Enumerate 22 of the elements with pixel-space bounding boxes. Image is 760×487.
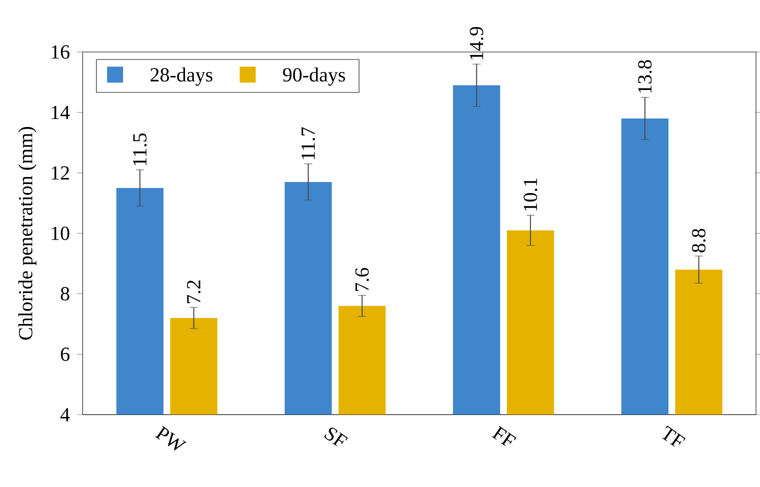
data-label: 7.2 — [187, 280, 201, 304]
data-label: 8.8 — [692, 228, 706, 252]
legend-label: 28-days — [150, 68, 212, 86]
data-label: 7.6 — [355, 268, 369, 292]
data-label: 13.8 — [638, 60, 652, 93]
y-tick-label: 16 — [52, 45, 70, 59]
x-tick-label: TF — [662, 426, 686, 447]
data-label: 11.5 — [133, 134, 147, 166]
data-label: 14.9 — [470, 27, 484, 60]
y-tick-label: 8 — [60, 287, 70, 301]
x-tick-label: PW — [155, 426, 186, 451]
data-label: 11.7 — [302, 127, 315, 160]
y-axis-title: Chloride penetration (mm) — [18, 127, 36, 340]
y-tick-label: 10 — [52, 226, 70, 240]
x-tick-label: SF — [324, 428, 348, 446]
y-tick-label: 6 — [60, 348, 70, 362]
y-tick-label: 4 — [60, 408, 70, 422]
legend-label: 90-days — [283, 68, 345, 86]
y-tick-label: 14 — [52, 106, 70, 120]
y-tick-label: 12 — [52, 166, 69, 180]
data-label: 10.1 — [524, 178, 538, 211]
x-tick-label: FF — [492, 426, 516, 446]
